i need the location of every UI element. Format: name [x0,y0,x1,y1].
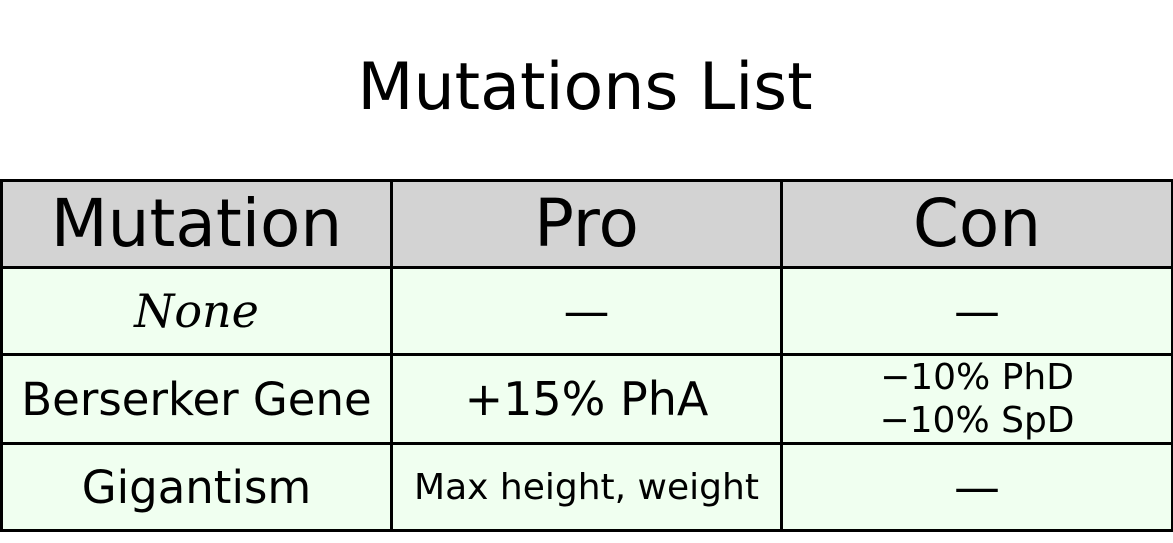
page-title: Mutations List [357,50,813,125]
table-row: Berserker Gene +15% PhA −10% PhD −10% Sp… [0,353,1173,445]
mutation-cell: Gigantism [0,442,393,532]
pro-cell: Max height, weight [390,442,783,532]
mutation-cell: Berserker Gene [0,353,393,445]
column-header-pro: Pro [390,179,783,269]
column-header-mutation: Mutation [0,179,393,269]
pro-cell: +15% PhA [390,353,783,445]
con-line: −10% SpD [879,400,1075,441]
pro-cell: — [390,266,783,356]
con-cell: — [780,266,1173,356]
table-row: None — — [0,266,1173,356]
column-header-con: Con [780,179,1173,269]
con-line: −10% PhD [880,357,1074,399]
con-cell: −10% PhD −10% SpD [780,353,1173,445]
mutations-table: Mutation Pro Con None — — Berserker Gene… [0,179,1173,532]
table-row: Gigantism Max height, weight — [0,442,1173,532]
mutation-cell: None [0,266,393,356]
table-header-row: Mutation Pro Con [0,179,1173,269]
con-cell: — [780,442,1173,532]
